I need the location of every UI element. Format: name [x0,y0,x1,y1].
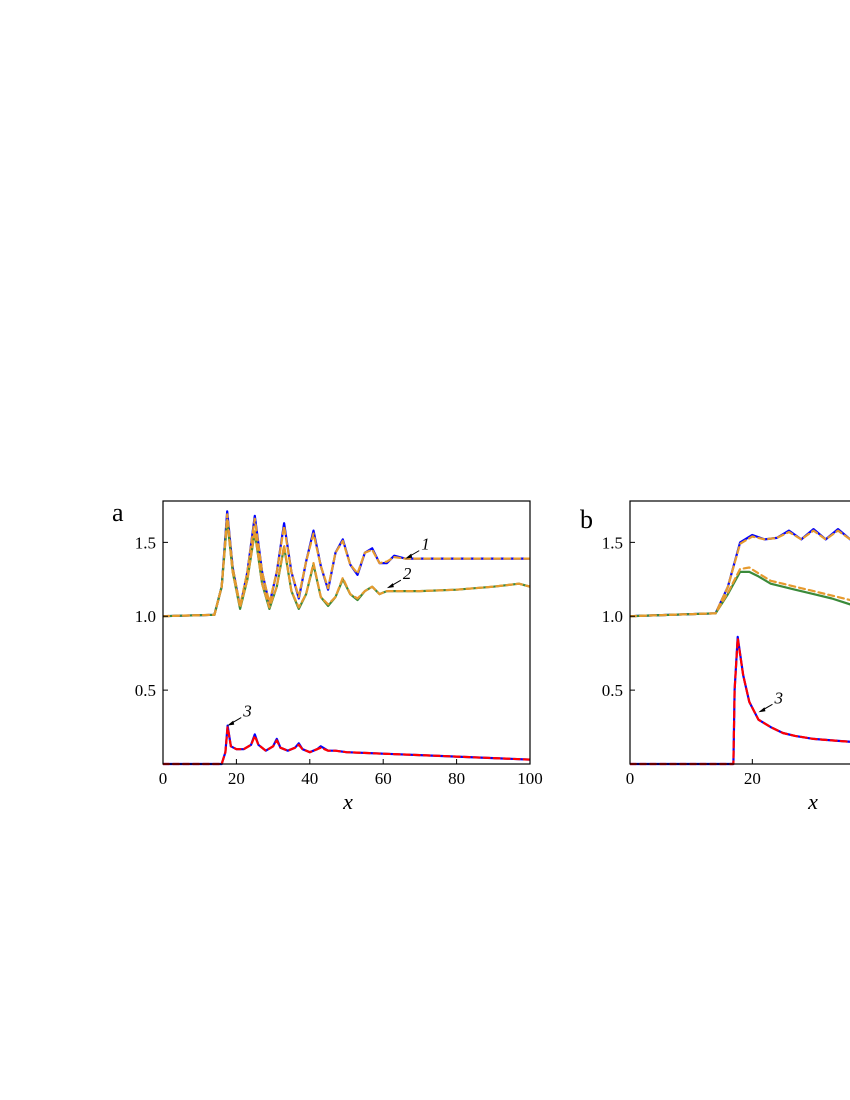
panel-a-label: a [112,498,124,527]
annotation-arrowhead [227,720,235,726]
annotation-label: 3 [773,688,783,707]
x-tick-label: 20 [228,769,245,788]
panel-b-label: b [580,505,593,534]
series-line-3 [630,566,850,618]
y-tick-label: 0.5 [135,681,156,700]
annotation-arrowhead [405,553,413,559]
x-tick-label: 60 [375,769,392,788]
annotation-label: 1 [421,535,430,554]
panel-a-series [163,510,530,766]
y-tick-label: 1.0 [135,607,156,626]
x-tick-label: 40 [301,769,318,788]
x-tick-label: 100 [517,769,543,788]
series-line-1 [630,529,850,618]
y-tick-label: 1.0 [602,607,623,626]
x-tick-label: 0 [159,769,168,788]
panel-b-axes-frame [629,500,850,765]
x-tick-label: 0 [626,769,635,788]
annotation-label: 2 [403,564,412,583]
panel-b-series [630,527,850,766]
series-line-2 [630,570,850,618]
annotation-label: 3 [242,702,252,721]
panel-a-xlabel: x [342,789,353,814]
series-line-5 [163,725,530,766]
panel-a: a 0 20 40 60 80 100 0.5 1.0 1.5 x 12 3 [112,498,543,814]
y-tick-label: 0.5 [602,681,623,700]
annotation-arrowhead [758,707,766,713]
series-line-0 [630,527,850,618]
series-line-3 [163,517,530,618]
y-tick-label: 1.5 [602,533,623,552]
x-tick-label: 80 [448,769,465,788]
annotation-arrowhead [386,583,394,589]
series-line-5 [630,637,850,766]
x-tick-label: 20 [744,769,761,788]
panel-a-annotations: 12 3 [227,535,430,726]
panel-a-axes-frame [162,500,531,765]
panel-b-annotations: 3 [758,688,783,713]
panel-b-xlabel: x [807,789,818,814]
panel-a-ticks: 0 20 40 60 80 100 0.5 1.0 1.5 [135,533,543,788]
y-tick-label: 1.5 [135,533,156,552]
